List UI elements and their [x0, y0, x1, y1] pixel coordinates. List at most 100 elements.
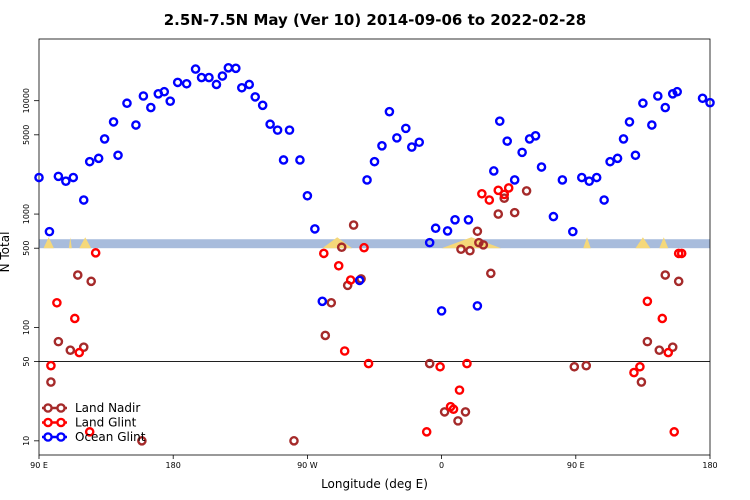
- ocean-glint-point: [68, 172, 79, 183]
- land-glint-point: [339, 346, 350, 356]
- legend-swatch-point: [56, 417, 66, 428]
- ocean-glint-point: [284, 125, 295, 135]
- land-nadir-point: [72, 270, 83, 280]
- land-glint-point: [84, 427, 95, 437]
- land-glint-point: [676, 248, 687, 259]
- land-glint-point: [499, 189, 510, 200]
- ocean-glint-point: [568, 226, 578, 237]
- ocean-glint-point: [84, 156, 95, 167]
- ocean-glint-point: [612, 153, 623, 164]
- y-tick-label: 5000: [22, 125, 31, 145]
- ocean-glint-point: [576, 172, 587, 183]
- x-tick-label: 90 E: [30, 461, 48, 470]
- ocean-glint-point: [406, 142, 417, 152]
- land-glint-point: [484, 195, 495, 205]
- legend-item-ocean-glint: Ocean Glint: [42, 430, 146, 444]
- land-glint-point: [333, 260, 344, 271]
- ocean-glint-point: [362, 175, 372, 185]
- ocean-glint-point: [204, 72, 214, 83]
- ocean-glint-point: [211, 79, 222, 90]
- ocean-glint-point: [223, 63, 234, 73]
- land-nadir-point: [326, 297, 337, 308]
- land-nadir-point: [336, 242, 347, 253]
- legend-item-land-glint: Land Glint: [42, 416, 137, 430]
- land-marker: [79, 237, 92, 249]
- ocean-glint-point: [463, 215, 474, 225]
- land-glint-point: [657, 313, 668, 324]
- band-rect: [39, 239, 710, 249]
- land-glint-point: [52, 297, 62, 308]
- legend-swatch-point: [56, 403, 66, 413]
- ocean-glint-point: [424, 237, 435, 248]
- land-marker: [635, 237, 651, 249]
- ocean-glint-point: [244, 79, 255, 90]
- chart-title: 2.5N-7.5N May (Ver 10) 2014-09-06 to 202…: [164, 11, 587, 29]
- ocean-glint-point: [548, 211, 559, 222]
- y-axis: 10 50 100 500 1000 5000 10000: [22, 88, 39, 446]
- y-tick-label: 50: [22, 356, 31, 366]
- ocean-glint-point: [488, 166, 499, 176]
- land-glint-point: [477, 188, 487, 199]
- land-nadir-point: [509, 207, 520, 218]
- land-nadir-point: [65, 345, 76, 356]
- ocean-glint-point: [113, 150, 123, 161]
- ocean-glint-point: [44, 226, 55, 237]
- land-nadir-point: [673, 276, 684, 287]
- ocean-glint-point: [369, 156, 380, 167]
- ocean-glint-point: [78, 195, 89, 205]
- ocean-glint-point: [272, 125, 283, 135]
- ocean-glint-point: [472, 301, 483, 311]
- ocean-glint-point: [354, 275, 365, 286]
- ocean-glint-point: [190, 64, 201, 74]
- ocean-glint-point: [647, 120, 657, 130]
- land-nadir-point: [348, 220, 359, 230]
- ocean-glint-point: [392, 133, 402, 143]
- ocean-glint-point: [509, 175, 520, 185]
- land-nadir-point: [472, 226, 483, 237]
- land-nadir-point: [636, 377, 647, 387]
- land-nadir-point: [667, 342, 678, 352]
- y-tick-label: 100: [22, 320, 31, 335]
- ocean-glint-point: [99, 134, 110, 144]
- ocean-glint-point: [257, 100, 268, 111]
- plot-frame: [38, 38, 711, 456]
- ocean-glint-point: [159, 86, 170, 97]
- legend-swatch-point: [43, 432, 53, 442]
- land-nadir-point: [453, 416, 463, 426]
- x-axis-title: Longitude (deg E): [321, 477, 428, 491]
- ocean-glint-point: [697, 93, 708, 104]
- ocean-glint-point: [93, 153, 104, 164]
- ocean-glint-point: [122, 98, 132, 109]
- land-glint-point: [359, 242, 369, 253]
- land-glint-point: [663, 347, 674, 358]
- legend-label: Ocean Glint: [75, 430, 146, 444]
- ocean-glint-point: [146, 102, 156, 113]
- land-glint-point: [435, 361, 445, 372]
- ocean-glint-point: [196, 72, 207, 83]
- ocean-glint-point: [278, 155, 289, 165]
- x-tick-label: 90 W: [297, 461, 318, 470]
- ocean-glint-point: [530, 131, 541, 141]
- ocean-glint-point: [236, 82, 247, 93]
- y-tick-label: 10000: [22, 88, 31, 113]
- ocean-glint-point: [624, 117, 635, 127]
- ocean-glint-point: [705, 97, 715, 108]
- ocean-glint-point: [436, 306, 447, 316]
- legend-label: Land Nadir: [75, 401, 140, 415]
- land-nadir-point: [424, 358, 435, 369]
- land-marker: [659, 237, 669, 249]
- land-glint-point: [462, 358, 472, 369]
- land-glint-point: [363, 358, 374, 369]
- ocean-glint-point: [442, 226, 453, 236]
- land-glint-point: [642, 296, 653, 307]
- ocean-glint-point: [165, 96, 176, 106]
- ocean-glint-point: [618, 134, 629, 144]
- ocean-glint-point: [108, 117, 119, 127]
- ocean-glint-point: [317, 296, 328, 307]
- ocean-glint-point: [181, 78, 192, 89]
- ocean-glint-point: [599, 195, 609, 205]
- land-nadir-point: [581, 360, 592, 371]
- land-nadir-point: [569, 361, 580, 372]
- ocean-glint-point: [638, 98, 648, 109]
- ocean-glint-point: [310, 224, 320, 234]
